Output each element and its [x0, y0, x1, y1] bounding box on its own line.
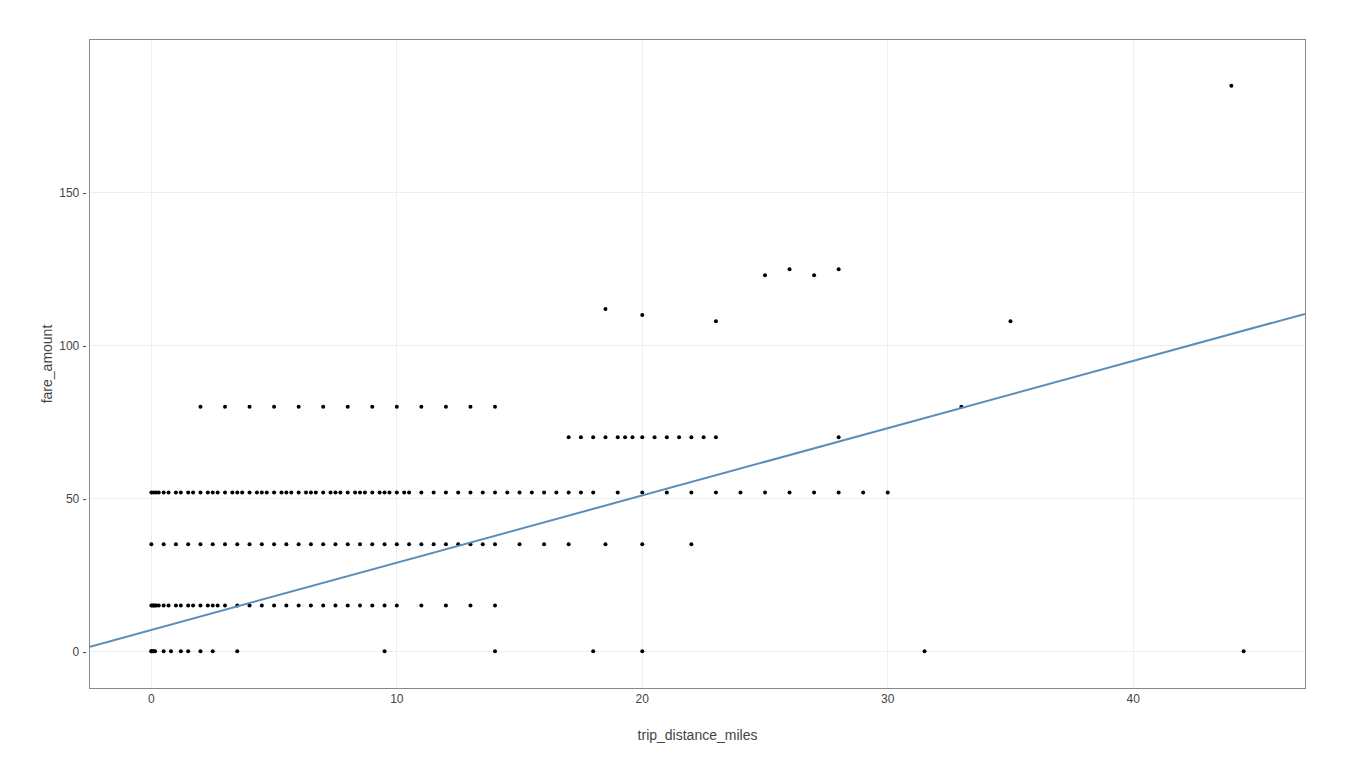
- svg-text:0: 0: [148, 692, 155, 706]
- svg-text:40: 40: [1127, 692, 1141, 706]
- svg-text:150 -: 150 -: [59, 186, 86, 200]
- svg-text:10: 10: [390, 692, 404, 706]
- svg-text:0 -: 0 -: [73, 645, 87, 659]
- svg-text:20: 20: [636, 692, 650, 706]
- svg-text:fare_amount: fare_amount: [39, 325, 55, 404]
- svg-text:100 -: 100 -: [59, 339, 86, 353]
- svg-text:30: 30: [881, 692, 895, 706]
- svg-text:50 -: 50 -: [66, 492, 87, 506]
- svg-text:trip_distance_miles: trip_distance_miles: [638, 727, 758, 743]
